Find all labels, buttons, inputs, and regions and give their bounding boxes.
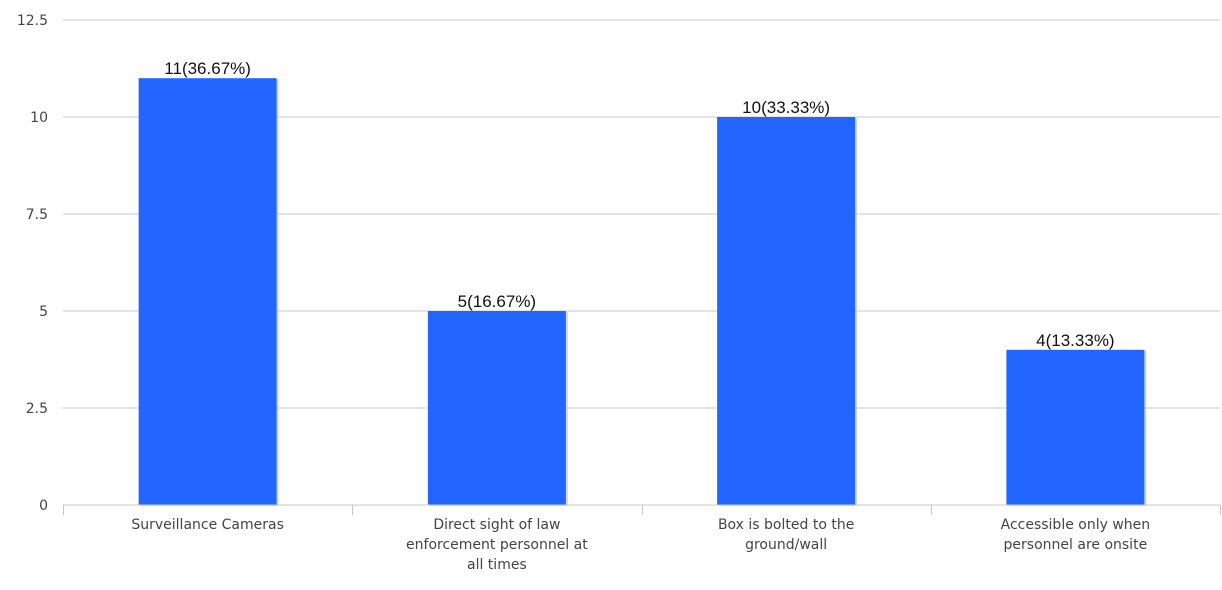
bar [427,311,566,505]
bar [717,117,856,505]
x-axis: Surveillance Cameras Direct sight of law e… [63,504,1221,573]
y-tick-label: 7.5 [26,207,48,223]
x-tick-label: Accessible only when [1001,517,1151,533]
x-tick-label: all times [467,557,527,573]
y-tick-label: 12.5 [17,13,48,29]
x-tick-label: enforcement personnel at [406,537,588,553]
y-tick-label: 0 [39,498,48,514]
bar [138,78,277,505]
y-tick-label: 5 [39,304,48,320]
bars [138,78,1147,506]
bar [1006,349,1145,505]
data-label: 5(16.67%) [458,292,536,311]
y-axis: 0 2.5 5 7.5 10 12.5 [17,13,48,514]
data-labels: 11(36.67%) 5(16.67%) 10(33.33%) 4(13.33%) [164,59,1114,350]
x-tick-label: Surveillance Cameras [131,517,284,533]
data-label: 11(36.67%) [164,59,251,78]
data-label: 10(33.33%) [742,98,830,117]
x-tick-label: ground/wall [745,537,827,553]
data-label: 4(13.33%) [1036,331,1114,350]
y-tick-label: 2.5 [26,401,48,417]
x-tick-label: personnel are onsite [1004,537,1148,553]
x-tick-label: Box is bolted to the [718,517,854,533]
y-tick-label: 10 [30,110,48,126]
x-tick-label: Direct sight of law [433,517,560,533]
